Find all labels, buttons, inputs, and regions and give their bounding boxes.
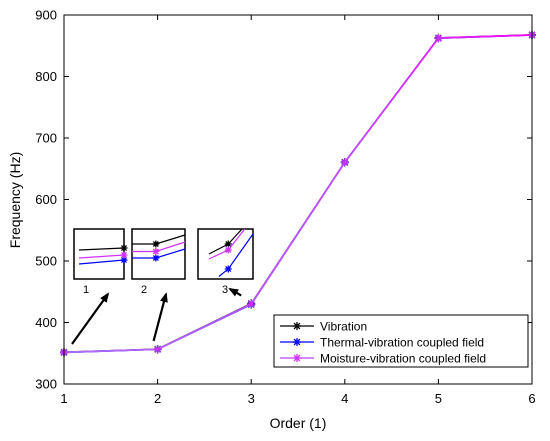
legend-label: Moisture-vibration coupled field	[320, 352, 486, 366]
inset-frame	[73, 228, 125, 280]
inset-zoom-2: 2	[131, 228, 186, 296]
inset-line	[78, 254, 125, 259]
data-point-series-3	[247, 300, 256, 309]
legend-label: Vibration	[320, 320, 367, 334]
data-point-series-3	[153, 345, 162, 354]
series-line-3	[63, 34, 533, 354]
inset-zoom-1: 1	[73, 228, 128, 296]
x-tick-label: 1	[60, 391, 67, 406]
x-axis-label: Order (1)	[270, 415, 327, 431]
inset-frame	[131, 228, 186, 280]
inset-line	[78, 247, 125, 251]
inset-label: 1	[83, 284, 89, 296]
y-tick-label: 700	[35, 131, 57, 146]
inset-label: 2	[141, 284, 147, 296]
legend-label: Thermal-vibration coupled field	[320, 336, 484, 350]
legend-marker	[293, 354, 301, 362]
legend-marker	[293, 322, 301, 330]
y-tick-label: 400	[35, 315, 57, 330]
legend-marker	[293, 338, 301, 346]
y-tick-label: 800	[35, 69, 57, 84]
x-tick-label: 2	[154, 391, 161, 406]
inset-line	[78, 259, 125, 265]
legend-box	[273, 314, 529, 368]
y-tick-label: 500	[35, 254, 57, 269]
inset-marker	[152, 254, 160, 262]
inset-marker	[224, 265, 232, 273]
x-tick-label: 6	[528, 391, 535, 406]
inset-label: 3	[222, 284, 228, 296]
inset-arrow-2	[152, 292, 168, 342]
inset-marker	[224, 240, 232, 248]
inset-arrow-1	[71, 292, 110, 345]
data-point-series-3	[340, 158, 349, 167]
inset-marker	[120, 251, 128, 259]
inset-marker	[224, 246, 232, 254]
inset-marker	[120, 244, 128, 252]
x-tick-label: 5	[435, 391, 442, 406]
inset-marker	[152, 248, 160, 255]
y-axis-label: Frequency (Hz)	[7, 152, 23, 248]
inset-zoom-3: 3	[197, 228, 254, 296]
inset-marker	[120, 256, 128, 264]
x-tick-label: 3	[248, 391, 255, 406]
y-tick-label: 900	[35, 8, 57, 23]
inset-arrow-3	[228, 288, 242, 297]
inset-marker	[152, 240, 160, 248]
x-tick-label: 4	[341, 391, 348, 406]
data-point-series-3	[434, 34, 443, 43]
y-tick-label: 300	[35, 377, 57, 392]
y-tick-label: 600	[35, 192, 57, 207]
